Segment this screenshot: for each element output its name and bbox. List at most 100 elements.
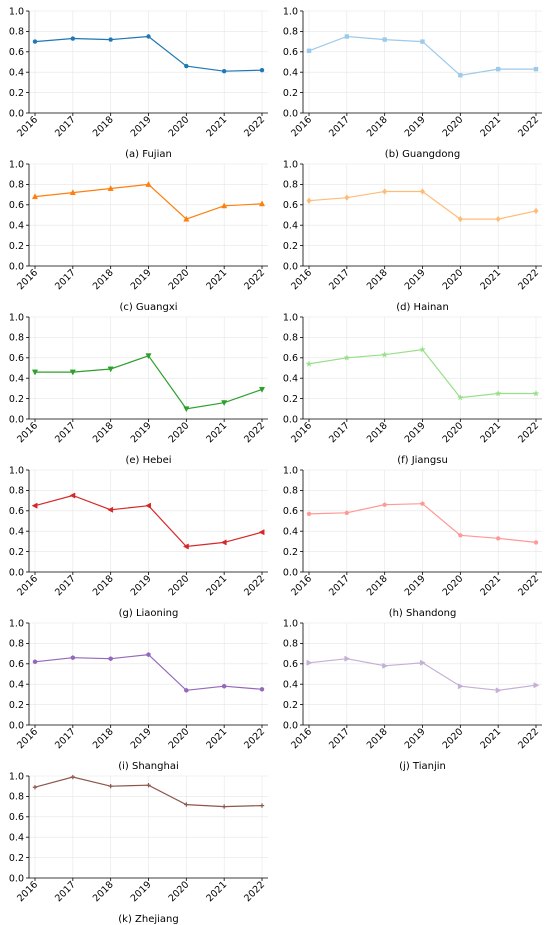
y-tick-label: 0.6 [283, 506, 298, 517]
x-tick-label: 2022 [242, 420, 267, 445]
x-tick-label: 2019 [403, 267, 428, 292]
y-tick-label: 0.2 [9, 241, 24, 252]
data-point-2019 [146, 34, 151, 39]
x-tick-label: 2017 [327, 267, 352, 292]
data-point-2022 [258, 386, 266, 393]
y-tick-label: 0.0 [283, 720, 298, 731]
x-tick-label: 2017 [53, 420, 78, 445]
data-point-2021 [494, 389, 502, 397]
data-point-2019 [146, 652, 151, 658]
y-tick-label: 0.6 [9, 506, 24, 517]
x-tick-label: 2021 [204, 879, 229, 904]
data-point-2016 [305, 360, 313, 367]
data-point-2020 [457, 532, 463, 538]
y-tick-label: 0.8 [9, 639, 24, 650]
x-tick-label: 2020 [441, 573, 466, 598]
y-tick-label: 0.4 [9, 374, 24, 385]
subplot-caption: (b) Guangdong [385, 149, 460, 160]
y-tick-label: 1.0 [9, 159, 24, 170]
x-tick-label: 2020 [167, 573, 192, 598]
y-tick-label: 0.8 [283, 333, 298, 344]
data-point-2016 [31, 369, 39, 376]
y-tick-label: 0.0 [283, 261, 298, 272]
y-tick-label: 0.0 [9, 567, 24, 578]
data-point-2018 [382, 662, 389, 669]
x-tick-label: 2019 [129, 267, 154, 292]
data-point-2017 [70, 36, 76, 41]
subplot-caption: (a) Fujian [125, 149, 172, 160]
data-point-2017 [344, 655, 351, 662]
data-point-2022 [259, 803, 265, 808]
data-point-2018 [382, 188, 388, 195]
y-tick-label: 0.8 [9, 180, 24, 191]
x-tick-label: 2020 [167, 879, 192, 904]
y-tick-label: 0.2 [283, 88, 298, 99]
x-tick-label: 2018 [91, 267, 116, 292]
y-tick-label: 1.0 [283, 6, 298, 17]
y-tick-label: 0.8 [9, 792, 24, 803]
x-tick-label: 2022 [242, 726, 267, 751]
y-tick-label: 0.6 [283, 353, 298, 364]
data-point-2016 [306, 659, 313, 666]
y-tick-label: 1.0 [9, 618, 24, 629]
data-point-2017 [69, 492, 76, 499]
data-point-2018 [382, 502, 388, 507]
data-point-2016 [31, 502, 38, 509]
x-tick-label: 2019 [403, 726, 428, 751]
y-tick-label: 0.4 [9, 68, 24, 79]
data-point-2021 [221, 400, 228, 407]
data-point-2016 [306, 511, 312, 516]
y-tick-label: 0.8 [283, 639, 298, 650]
y-tick-label: 0.2 [283, 394, 298, 405]
x-tick-label: 2018 [91, 573, 116, 598]
data-point-2019 [419, 188, 426, 195]
x-tick-label: 2018 [91, 879, 116, 904]
data-point-2019 [420, 501, 425, 506]
y-tick-label: 0.0 [9, 108, 24, 119]
data-point-2021 [495, 66, 501, 72]
data-point-2018 [108, 656, 113, 662]
data-point-2021 [221, 202, 228, 209]
data-point-2019 [419, 345, 426, 353]
y-tick-label: 0.6 [9, 659, 24, 670]
subplot-caption: (g) Liaoning [119, 608, 179, 619]
y-tick-label: 0.4 [283, 68, 298, 79]
x-tick-label: 2017 [53, 114, 78, 139]
subplot-caption: (e) Hebei [125, 455, 171, 466]
data-point-2020 [184, 687, 189, 693]
y-tick-label: 0.0 [283, 414, 298, 425]
data-point-2018 [107, 185, 114, 191]
x-tick-label: 2021 [204, 573, 229, 598]
y-tick-label: 0.6 [283, 47, 298, 58]
data-point-2020 [456, 393, 464, 401]
x-tick-label: 2018 [365, 420, 390, 445]
subplot-caption: (f) Jiangsu [397, 455, 448, 466]
data-point-2018 [107, 506, 114, 513]
x-tick-label: 2019 [403, 114, 428, 139]
x-tick-label: 2020 [441, 114, 466, 139]
data-point-2016 [306, 197, 312, 204]
x-tick-label: 2019 [129, 114, 154, 139]
x-tick-label: 2018 [91, 726, 116, 751]
y-tick-label: 0.2 [9, 547, 24, 558]
data-point-2017 [344, 34, 350, 39]
x-tick-label: 2020 [167, 114, 192, 139]
x-tick-label: 2021 [204, 726, 229, 751]
data-point-2021 [221, 804, 227, 809]
data-point-2017 [69, 369, 76, 376]
x-tick-label: 2018 [365, 114, 390, 139]
x-tick-label: 2021 [478, 573, 503, 598]
data-point-2022 [259, 686, 265, 692]
x-tick-label: 2017 [327, 420, 352, 445]
y-tick-label: 0.0 [283, 108, 298, 119]
data-point-2018 [382, 37, 387, 42]
x-tick-label: 2017 [327, 573, 352, 598]
x-tick-label: 2017 [53, 879, 78, 904]
y-tick-label: 0.6 [283, 659, 298, 670]
